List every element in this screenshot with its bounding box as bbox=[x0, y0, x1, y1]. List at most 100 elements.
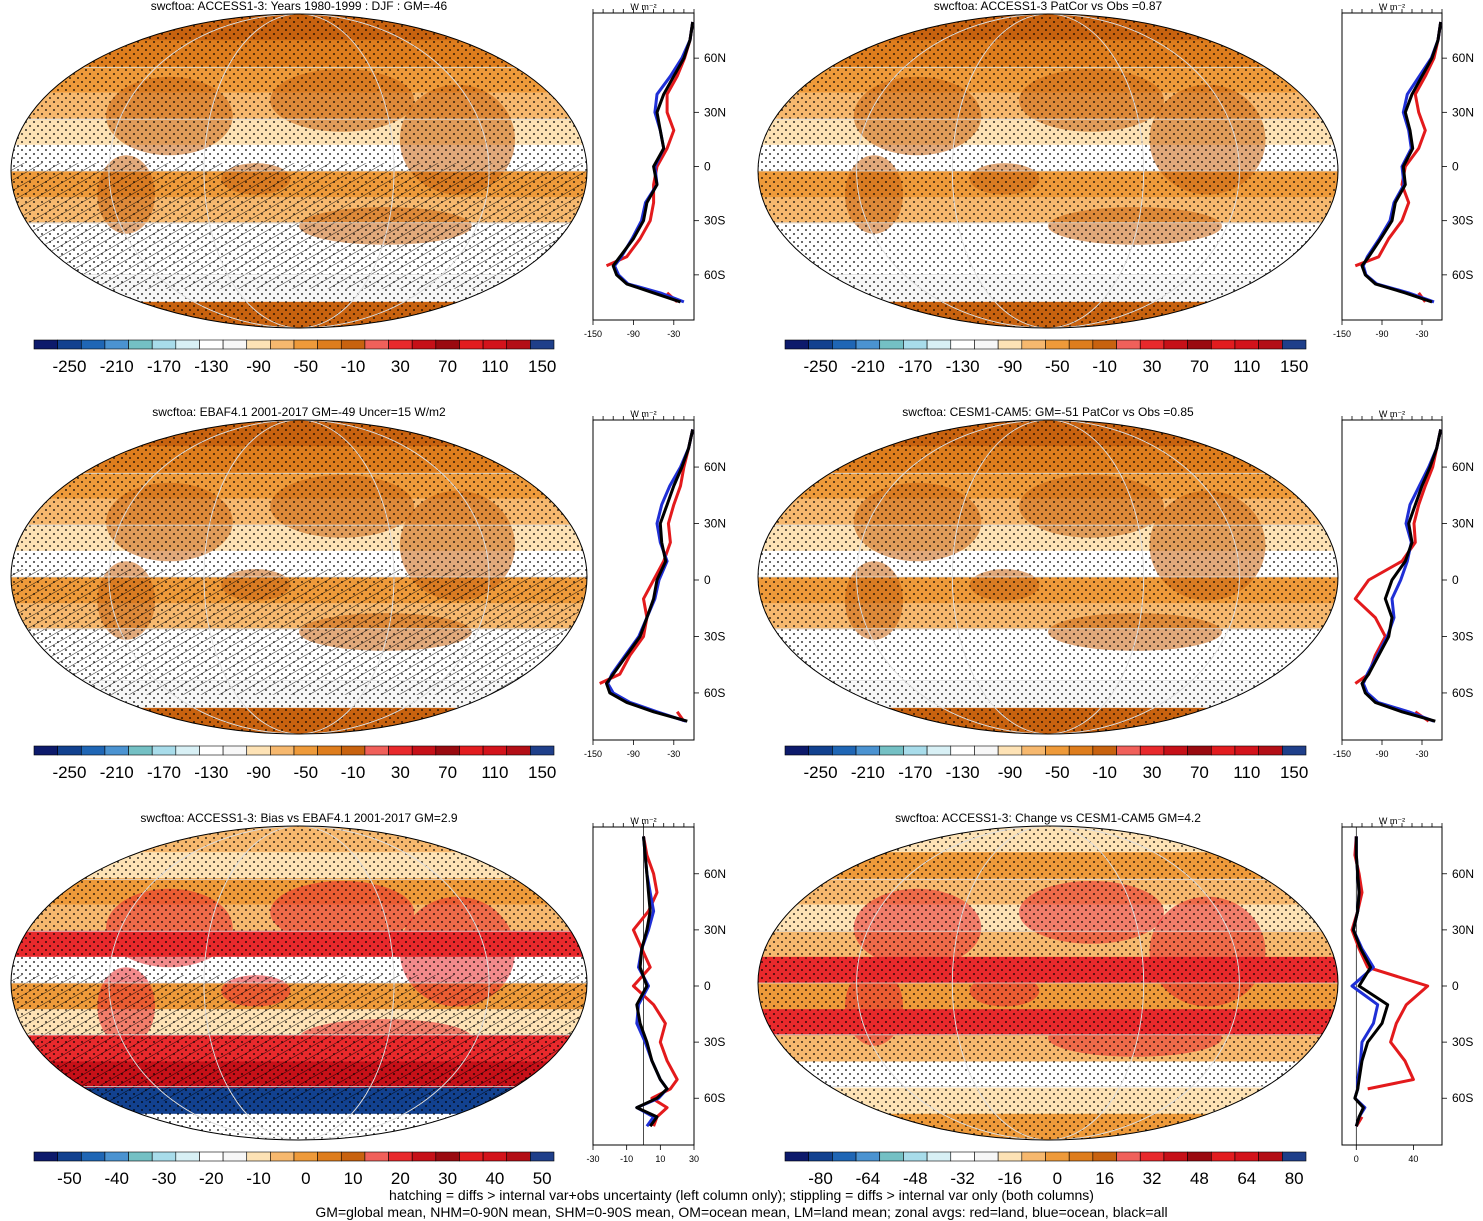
colorbar-tick-label: -20 bbox=[199, 1169, 224, 1188]
map-field bbox=[758, 420, 1338, 734]
zonal-line-all bbox=[1360, 21, 1443, 304]
colorbar-tick-label: -90 bbox=[246, 763, 271, 782]
colorbar-swatch bbox=[293, 339, 318, 350]
colorbar-tick-label: -130 bbox=[946, 357, 980, 376]
colorbar-swatch bbox=[1210, 1151, 1236, 1162]
colorbar-swatch bbox=[435, 1151, 460, 1162]
colorbar-swatch bbox=[1234, 1151, 1259, 1162]
zonal-lat-label: 60S bbox=[704, 686, 725, 700]
colorbar-swatch bbox=[175, 339, 200, 350]
colorbar-swatch bbox=[950, 1151, 975, 1162]
zonal-x-tick-label: -30 bbox=[1415, 749, 1428, 759]
colorbar-swatch bbox=[879, 1151, 904, 1162]
panel-title: swcftoa: ACCESS1-3: Bias vs EBAF4.1 2001… bbox=[140, 811, 457, 825]
zonal-lat-label: 30N bbox=[1452, 105, 1474, 119]
colorbar-swatch bbox=[1258, 1151, 1283, 1162]
colorbar-swatch bbox=[926, 745, 952, 756]
colorbar-swatch bbox=[1021, 745, 1046, 756]
colorbar: -250 -210 -170 -130 -90 -50 -10 30 70 110 150 bbox=[33, 339, 556, 376]
colorbar-swatch bbox=[808, 339, 833, 350]
colorbar-swatch bbox=[1045, 339, 1070, 350]
zonal-lat-label: 30N bbox=[704, 923, 726, 937]
colorbar-swatch bbox=[482, 745, 508, 756]
zonal-profile: W m⁻² 60N 30N 0 30S 60S -150 -90 -30 bbox=[584, 409, 726, 759]
panel-title: swcftoa: ACCESS1-3: Change vs CESM1-CAM5… bbox=[895, 811, 1201, 825]
zonal-lat-label: 30S bbox=[704, 629, 725, 643]
colorbar-swatch bbox=[506, 1151, 531, 1162]
colorbar-swatch bbox=[388, 745, 413, 756]
zonal-lat-label: 30S bbox=[704, 214, 725, 228]
colorbar-swatch bbox=[293, 1151, 318, 1162]
colorbar-swatch bbox=[364, 339, 389, 350]
map-meridian bbox=[951, 420, 1145, 734]
colorbar-tick-label: 110 bbox=[481, 763, 508, 782]
colorbar-swatch bbox=[459, 745, 484, 756]
colorbar-swatch bbox=[388, 1151, 413, 1162]
colorbar: -250 -210 -170 -130 -90 -50 -10 30 70 110 150 bbox=[33, 745, 556, 782]
colorbar-swatch bbox=[879, 339, 904, 350]
colorbar-tick-label: 70 bbox=[438, 357, 457, 376]
zonal-lat-label: 0 bbox=[1452, 979, 1459, 993]
panel-5: swcftoa: ACCESS1-3: Bias vs EBAF4.1 2001… bbox=[10, 811, 726, 1188]
zonal-profile: W m⁻² 60N 30N 0 30S 60S -150 -90 -30 bbox=[584, 2, 726, 339]
colorbar-swatch bbox=[903, 745, 928, 756]
zonal-line-all bbox=[1351, 836, 1390, 1127]
zonal-profile: W m⁻² 60N 30N 0 30S 60S -30 -10 10 30 bbox=[586, 816, 726, 1164]
colorbar-swatch bbox=[340, 745, 366, 756]
colorbar-tick-label: -130 bbox=[946, 763, 980, 782]
zonal-x-tick-label: -10 bbox=[620, 1154, 633, 1164]
zonal-x-tick-label: -30 bbox=[1415, 329, 1428, 339]
zonal-x-tick-label: -150 bbox=[1333, 749, 1351, 759]
colorbar: -250 -210 -170 -130 -90 -50 -10 30 70 110 150 bbox=[784, 339, 1308, 376]
zonal-line-all bbox=[635, 836, 669, 1128]
panel-1: swcftoa: ACCESS1-3: Years 1980-1999 : DJ… bbox=[10, 0, 726, 376]
zonal-lat-label: 30S bbox=[1452, 629, 1473, 643]
hatch-overlay bbox=[11, 569, 587, 695]
colorbar-tick-label: -170 bbox=[147, 763, 181, 782]
colorbar-tick-label: 110 bbox=[481, 357, 508, 376]
panel-2: swcftoa: ACCESS1-3 PatCor vs Obs =0.87 -2… bbox=[757, 0, 1474, 376]
zonal-unit-label: W m⁻² bbox=[630, 409, 656, 419]
colorbar-swatch bbox=[1187, 339, 1212, 350]
colorbar-tick-label: 50 bbox=[533, 1169, 552, 1188]
colorbar-swatch bbox=[293, 745, 318, 756]
zonal-x-tick-label: -150 bbox=[584, 749, 602, 759]
colorbar-tick-label: -50 bbox=[294, 763, 319, 782]
colorbar-tick-label: -16 bbox=[998, 1169, 1023, 1188]
hatch-overlay bbox=[11, 163, 587, 289]
colorbar-swatch bbox=[128, 745, 153, 756]
colorbar-tick-label: -80 bbox=[808, 1169, 833, 1188]
panel-3: swcftoa: EBAF4.1 2001-2017 GM=-49 Uncer=… bbox=[10, 405, 726, 782]
zonal-line-all bbox=[605, 429, 695, 723]
zonal-x-tick-label: 10 bbox=[655, 1154, 665, 1164]
colorbar-tick-label: -30 bbox=[152, 1169, 177, 1188]
panel-title: swcftoa: ACCESS1-3 PatCor vs Obs =0.87 bbox=[934, 0, 1163, 13]
colorbar-swatch bbox=[974, 1151, 999, 1162]
zonal-lat-label: 60S bbox=[704, 268, 725, 282]
colorbar-tick-label: -50 bbox=[294, 357, 319, 376]
colorbar-swatch bbox=[1116, 1151, 1141, 1162]
zonal-x-tick-label: -30 bbox=[667, 749, 680, 759]
colorbar-swatch bbox=[175, 1151, 200, 1162]
colorbar-tick-label: -50 bbox=[1045, 357, 1070, 376]
colorbar-swatch bbox=[128, 339, 153, 350]
colorbar-tick-label: 150 bbox=[1280, 763, 1308, 782]
colorbar-swatch bbox=[340, 1151, 366, 1162]
colorbar-swatch bbox=[1045, 1151, 1070, 1162]
zonal-lat-label: 30N bbox=[704, 105, 726, 119]
zonal-unit-label: W m⁻² bbox=[630, 2, 656, 12]
colorbar-tick-label: 32 bbox=[1143, 1169, 1162, 1188]
colorbar-tick-label: 30 bbox=[1143, 357, 1162, 376]
colorbar-swatch bbox=[340, 339, 366, 350]
colorbar-tick-label: -50 bbox=[57, 1169, 82, 1188]
colorbar-swatch bbox=[530, 1151, 555, 1162]
colorbar-swatch bbox=[1139, 745, 1165, 756]
colorbar-swatch bbox=[903, 339, 928, 350]
map-meridian bbox=[951, 826, 1145, 1140]
colorbar-swatch bbox=[222, 745, 248, 756]
zonal-lat-label: 30N bbox=[704, 517, 726, 531]
colorbar-swatch bbox=[317, 1151, 342, 1162]
colorbar-tick-label: -250 bbox=[52, 357, 86, 376]
colorbar-swatch bbox=[832, 745, 857, 756]
colorbar-swatch bbox=[1068, 745, 1094, 756]
